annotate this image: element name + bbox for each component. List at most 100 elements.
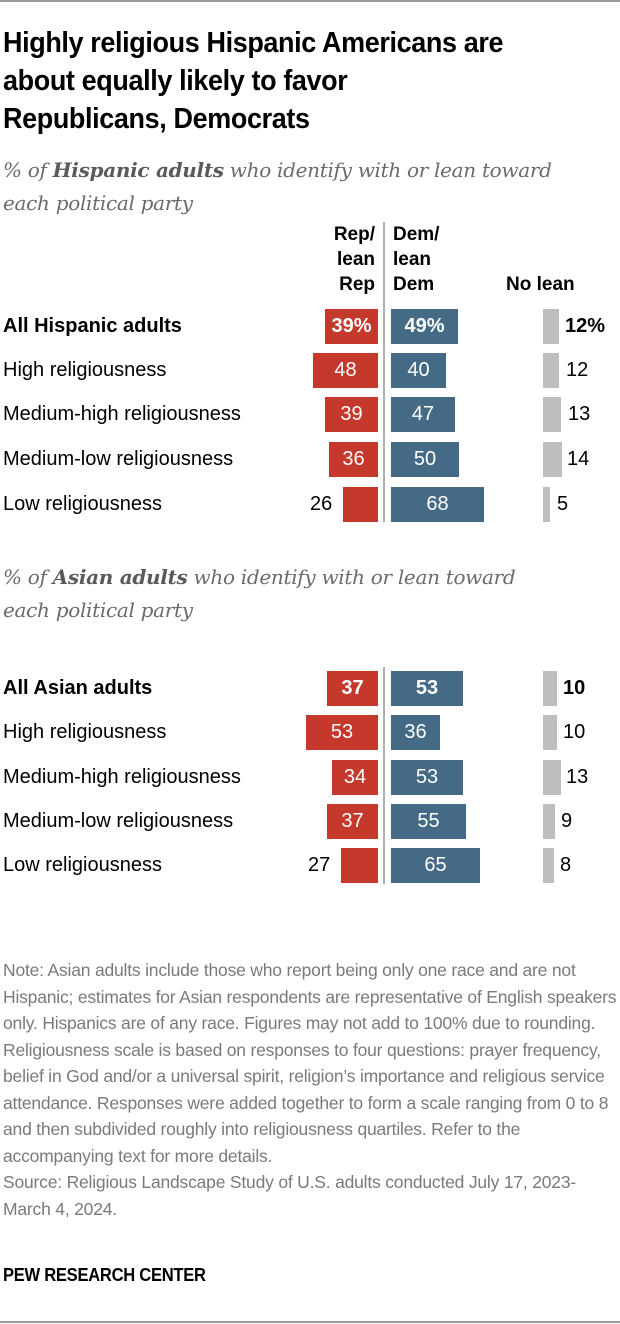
header-dem-line1: Dem/: [393, 224, 440, 245]
title-line-1: Highly religious Hispanic Americans are: [3, 27, 504, 59]
column-header-rep: Rep/ lean Rep: [334, 222, 375, 297]
bar-dem: 53: [391, 760, 463, 795]
bar-dem: 47: [391, 397, 455, 432]
subtitle-line-2: each political party: [3, 598, 193, 622]
bar-dem: 36: [391, 715, 440, 750]
value-dem: 40: [407, 359, 430, 381]
value-dem: 49%: [404, 315, 445, 337]
bar-rep: [343, 487, 378, 522]
bar-no-lean: [543, 760, 561, 795]
value-rep: 48: [334, 359, 357, 381]
bar-no-lean: [543, 487, 550, 522]
value-no-lean: 13: [568, 403, 591, 425]
bar-no-lean: [543, 442, 562, 477]
bar-dem: 53: [391, 671, 463, 706]
header-rep-line2: lean: [336, 249, 375, 270]
top-rule: [0, 0, 620, 2]
row-label: Low religiousness: [3, 854, 162, 876]
bar-no-lean: [543, 309, 559, 344]
bar-dem: 65: [391, 848, 480, 883]
value-rep: 39%: [331, 315, 372, 337]
row-label: All Hispanic adults: [3, 315, 182, 337]
value-no-lean: 10: [563, 721, 586, 743]
value-no-lean: 5: [557, 493, 569, 515]
bar-rep: 37: [327, 671, 378, 706]
chart-notes: Note: Asian adults include those who rep…: [3, 957, 618, 1222]
row-label: Medium-low religiousness: [3, 810, 234, 832]
bar-no-lean: [543, 671, 557, 706]
row-label: Medium-high religiousness: [3, 403, 241, 425]
row-label: Medium-low religiousness: [3, 448, 234, 470]
panel-hispanic-subtitle: % of Hispanic adults who identify with o…: [3, 154, 618, 220]
bar-no-lean: [543, 397, 561, 432]
bar-no-lean: [543, 353, 559, 388]
value-dem: 53: [415, 677, 439, 699]
value-rep: 34: [343, 766, 367, 788]
subtitle-rest: who identify with or lean toward: [187, 565, 516, 589]
title-line-3: Republicans, Democrats: [3, 103, 310, 135]
bar-dem: 68: [391, 487, 484, 522]
value-dem: 65: [424, 854, 447, 876]
value-dem: 53: [415, 766, 439, 788]
value-rep: 37: [341, 810, 364, 832]
panel-asian-subtitle: % of Asian adults who identify with or l…: [3, 561, 618, 627]
bar-rep: 53: [306, 715, 378, 750]
value-no-lean: 10: [563, 677, 586, 699]
source-text: Source: Religious Landscape Study of U.S…: [3, 1172, 576, 1219]
value-rep: 53: [330, 721, 354, 743]
subtitle-prefix: % of: [3, 158, 53, 182]
row-label: High religiousness: [3, 359, 167, 381]
value-rep: 27: [308, 854, 331, 876]
column-header-dem: Dem/ lean Dem: [393, 222, 439, 297]
header-rep-line3: Rep: [339, 274, 375, 295]
row-label: High religiousness: [3, 721, 167, 743]
header-dem-line3: Dem: [393, 274, 435, 295]
value-no-lean: 9: [561, 810, 573, 832]
row-label: Medium-high religiousness: [3, 766, 241, 788]
bar-rep: 37: [327, 804, 378, 839]
bar-dem: 49%: [391, 309, 458, 344]
row-label: All Asian adults: [3, 677, 153, 699]
subtitle-prefix: % of: [3, 565, 53, 589]
value-dem: 47: [411, 403, 435, 425]
panel-hispanic-divider: [383, 222, 385, 522]
row-label: Low religiousness: [3, 493, 162, 515]
subtitle-rest: who identify with or lean toward: [223, 158, 552, 182]
bar-no-lean: [543, 804, 555, 839]
bottom-rule: [0, 1321, 620, 1323]
value-no-lean: 12: [566, 359, 589, 381]
pew-logo: PEW RESEARCH CENTER: [3, 1265, 206, 1285]
header-dem-line2: lean: [393, 249, 432, 270]
value-no-lean: 14: [567, 448, 590, 470]
value-rep: 39: [340, 403, 363, 425]
value-no-lean: 8: [560, 854, 572, 876]
note-text: Note: Asian adults include those who rep…: [3, 960, 617, 1166]
value-rep: 26: [310, 493, 333, 515]
value-no-lean: 12%: [565, 315, 606, 337]
bar-no-lean: [543, 848, 554, 883]
bar-rep: 39: [325, 397, 378, 432]
bar-rep: 48: [313, 353, 378, 388]
bar-rep: 34: [332, 760, 378, 795]
value-dem: 55: [417, 810, 440, 832]
bar-rep: 36: [329, 442, 378, 477]
bar-rep: [341, 848, 378, 883]
header-rep-line1: Rep/: [333, 224, 375, 245]
value-dem: 50: [413, 448, 437, 470]
panel-asian-divider: [383, 667, 385, 884]
header-no-lean-label: No lean: [506, 274, 575, 295]
bar-dem: 55: [391, 804, 466, 839]
value-rep: 36: [342, 448, 365, 470]
column-header-no-lean: No lean: [506, 272, 575, 297]
value-rep: 37: [341, 677, 364, 699]
value-dem: 36: [404, 721, 427, 743]
bar-dem: 40: [391, 353, 446, 388]
value-no-lean: 13: [566, 766, 589, 788]
subtitle-group: Hispanic adults: [52, 158, 224, 182]
bar-no-lean: [543, 715, 557, 750]
bar-dem: 50: [391, 442, 459, 477]
bar-rep: 39%: [325, 309, 378, 344]
subtitle-line-2: each political party: [3, 191, 193, 215]
title-line-2: about equally likely to favor: [3, 65, 348, 97]
value-dem: 68: [426, 493, 449, 515]
